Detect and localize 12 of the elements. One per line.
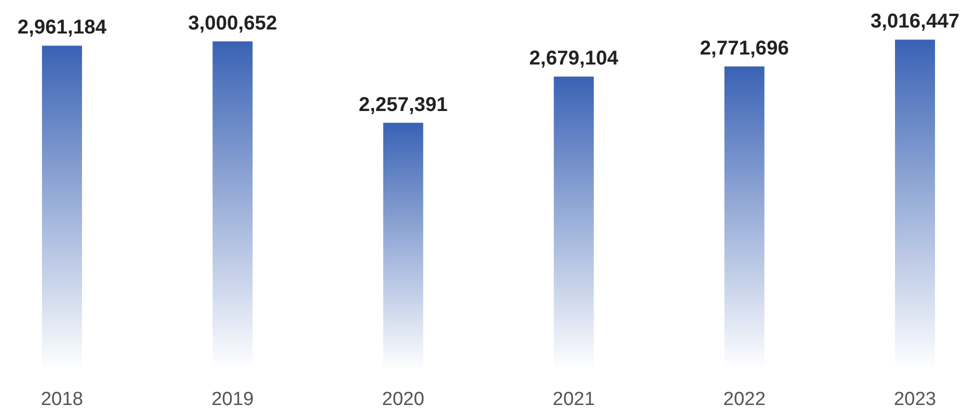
data-label: 3,016,447: [870, 10, 960, 33]
x-tick-label: 2020: [382, 389, 424, 410]
data-label: 2,679,104: [529, 48, 620, 70]
data-label: 2,961,184: [18, 16, 108, 39]
x-tick-label: 2019: [211, 389, 254, 410]
x-tick-label: 2023: [894, 389, 936, 410]
data-label: 2,771,696: [700, 37, 789, 60]
x-tick-label: 2018: [40, 389, 84, 410]
x-tick-label: 2022: [723, 389, 766, 410]
x-tick-label: 2021: [552, 389, 595, 410]
data-label: 3,000,652: [188, 12, 278, 34]
data-label: 2,257,391: [358, 94, 448, 116]
